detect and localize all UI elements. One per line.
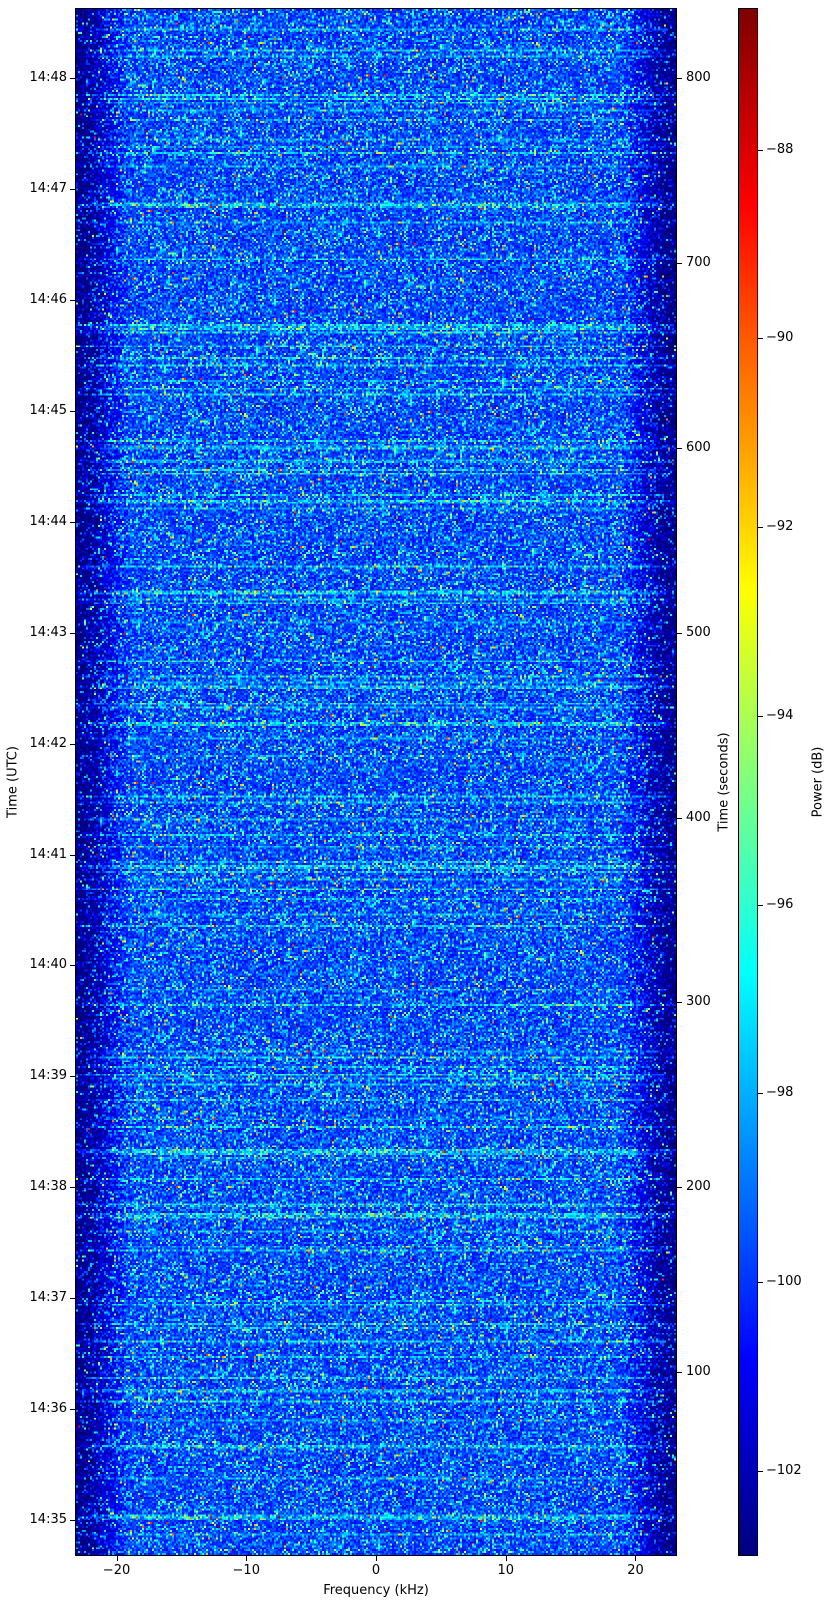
x-tick-mark: [635, 1556, 637, 1561]
y-left-tick-label: 14:37: [29, 1290, 67, 1306]
y-left-tick-label: 14:42: [29, 735, 67, 751]
y-left-tick-mark: [70, 78, 75, 80]
y-right-tick-label: 100: [686, 1364, 711, 1380]
colorbar-tick-label: −88: [766, 141, 794, 157]
colorbar-tick-mark: [758, 1471, 763, 1473]
y-axis-right-label: Time (seconds): [716, 732, 732, 832]
y-right-tick-mark: [677, 263, 682, 265]
y-right-tick-mark: [677, 1187, 682, 1189]
colorbar-tick-mark: [758, 338, 763, 340]
spectrogram-plot-area: [75, 8, 677, 1556]
y-right-tick-label: 700: [686, 255, 711, 271]
y-left-tick-label: 14:38: [29, 1179, 67, 1195]
y-left-tick-label: 14:41: [29, 846, 67, 862]
y-axis-left-label: Time (UTC): [5, 746, 21, 818]
y-left-tick-label: 14:47: [29, 181, 67, 197]
y-right-tick-mark: [677, 632, 682, 634]
spectrogram-heatmap: [76, 9, 676, 1555]
y-left-tick-mark: [70, 854, 75, 856]
colorbar-tick-mark: [758, 1093, 763, 1095]
y-left-tick-mark: [70, 743, 75, 745]
colorbar-tick-label: −90: [766, 330, 794, 346]
y-left-tick-mark: [70, 1519, 75, 1521]
colorbar-tick-label: −92: [766, 519, 794, 535]
y-left-tick-mark: [70, 1076, 75, 1078]
colorbar-tick-label: −94: [766, 707, 794, 723]
y-left-tick-mark: [70, 1409, 75, 1411]
x-tick-mark: [246, 1556, 248, 1561]
x-axis-label: Frequency (kHz): [323, 1583, 429, 1598]
colorbar-tick-mark: [758, 904, 763, 906]
colorbar-gradient: [739, 9, 757, 1555]
y-left-tick-label: 14:36: [29, 1401, 67, 1417]
colorbar-tick-label: −100: [766, 1274, 802, 1290]
y-left-tick-mark: [70, 1298, 75, 1300]
y-left-tick-mark: [70, 521, 75, 523]
x-tick-mark: [376, 1556, 377, 1561]
x-tick-label: 0: [371, 1563, 381, 1578]
colorbar-tick-mark: [758, 149, 763, 151]
y-left-tick-label: 14:43: [29, 624, 67, 640]
colorbar-tick-mark: [758, 715, 763, 717]
x-tick-label: −10: [232, 1563, 260, 1578]
x-tick-mark: [505, 1556, 507, 1561]
y-left-tick-mark: [70, 965, 75, 967]
y-right-tick-mark: [677, 1002, 682, 1004]
y-left-tick-label: 14:44: [29, 513, 67, 529]
y-left-tick-label: 14:40: [29, 957, 67, 973]
x-tick-label: −20: [102, 1563, 131, 1578]
x-tick-label: 10: [497, 1563, 515, 1578]
colorbar-tick-label: −96: [766, 896, 794, 912]
colorbar: [738, 8, 758, 1556]
y-right-tick-label: 300: [686, 994, 711, 1010]
y-left-tick-mark: [70, 300, 75, 302]
y-left-tick-label: 14:46: [29, 292, 67, 308]
y-right-tick-label: 200: [686, 1179, 711, 1195]
x-tick-mark: [116, 1556, 118, 1561]
y-right-tick-label: 400: [686, 809, 711, 825]
y-right-tick-mark: [677, 1372, 682, 1374]
colorbar-tick-label: −102: [766, 1463, 802, 1479]
y-left-tick-mark: [70, 410, 75, 412]
y-right-tick-mark: [677, 78, 682, 80]
colorbar-label: Power (dB): [810, 746, 826, 818]
colorbar-tick-label: −98: [766, 1085, 794, 1101]
y-left-tick-label: 14:35: [29, 1511, 67, 1527]
y-left-tick-mark: [70, 632, 75, 634]
colorbar-tick-mark: [758, 527, 763, 529]
y-right-tick-label: 800: [686, 70, 711, 86]
y-left-tick-mark: [70, 189, 75, 191]
y-left-tick-label: 14:48: [29, 70, 67, 86]
y-left-tick-label: 14:39: [29, 1068, 67, 1084]
y-right-tick-label: 500: [686, 624, 711, 640]
y-right-tick-mark: [677, 447, 682, 449]
y-right-tick-label: 600: [686, 439, 711, 455]
y-left-tick-mark: [70, 1187, 75, 1189]
y-left-tick-label: 14:45: [29, 402, 67, 418]
x-tick-label: 20: [627, 1563, 644, 1578]
colorbar-tick-mark: [758, 1282, 763, 1284]
y-right-tick-mark: [677, 817, 682, 819]
